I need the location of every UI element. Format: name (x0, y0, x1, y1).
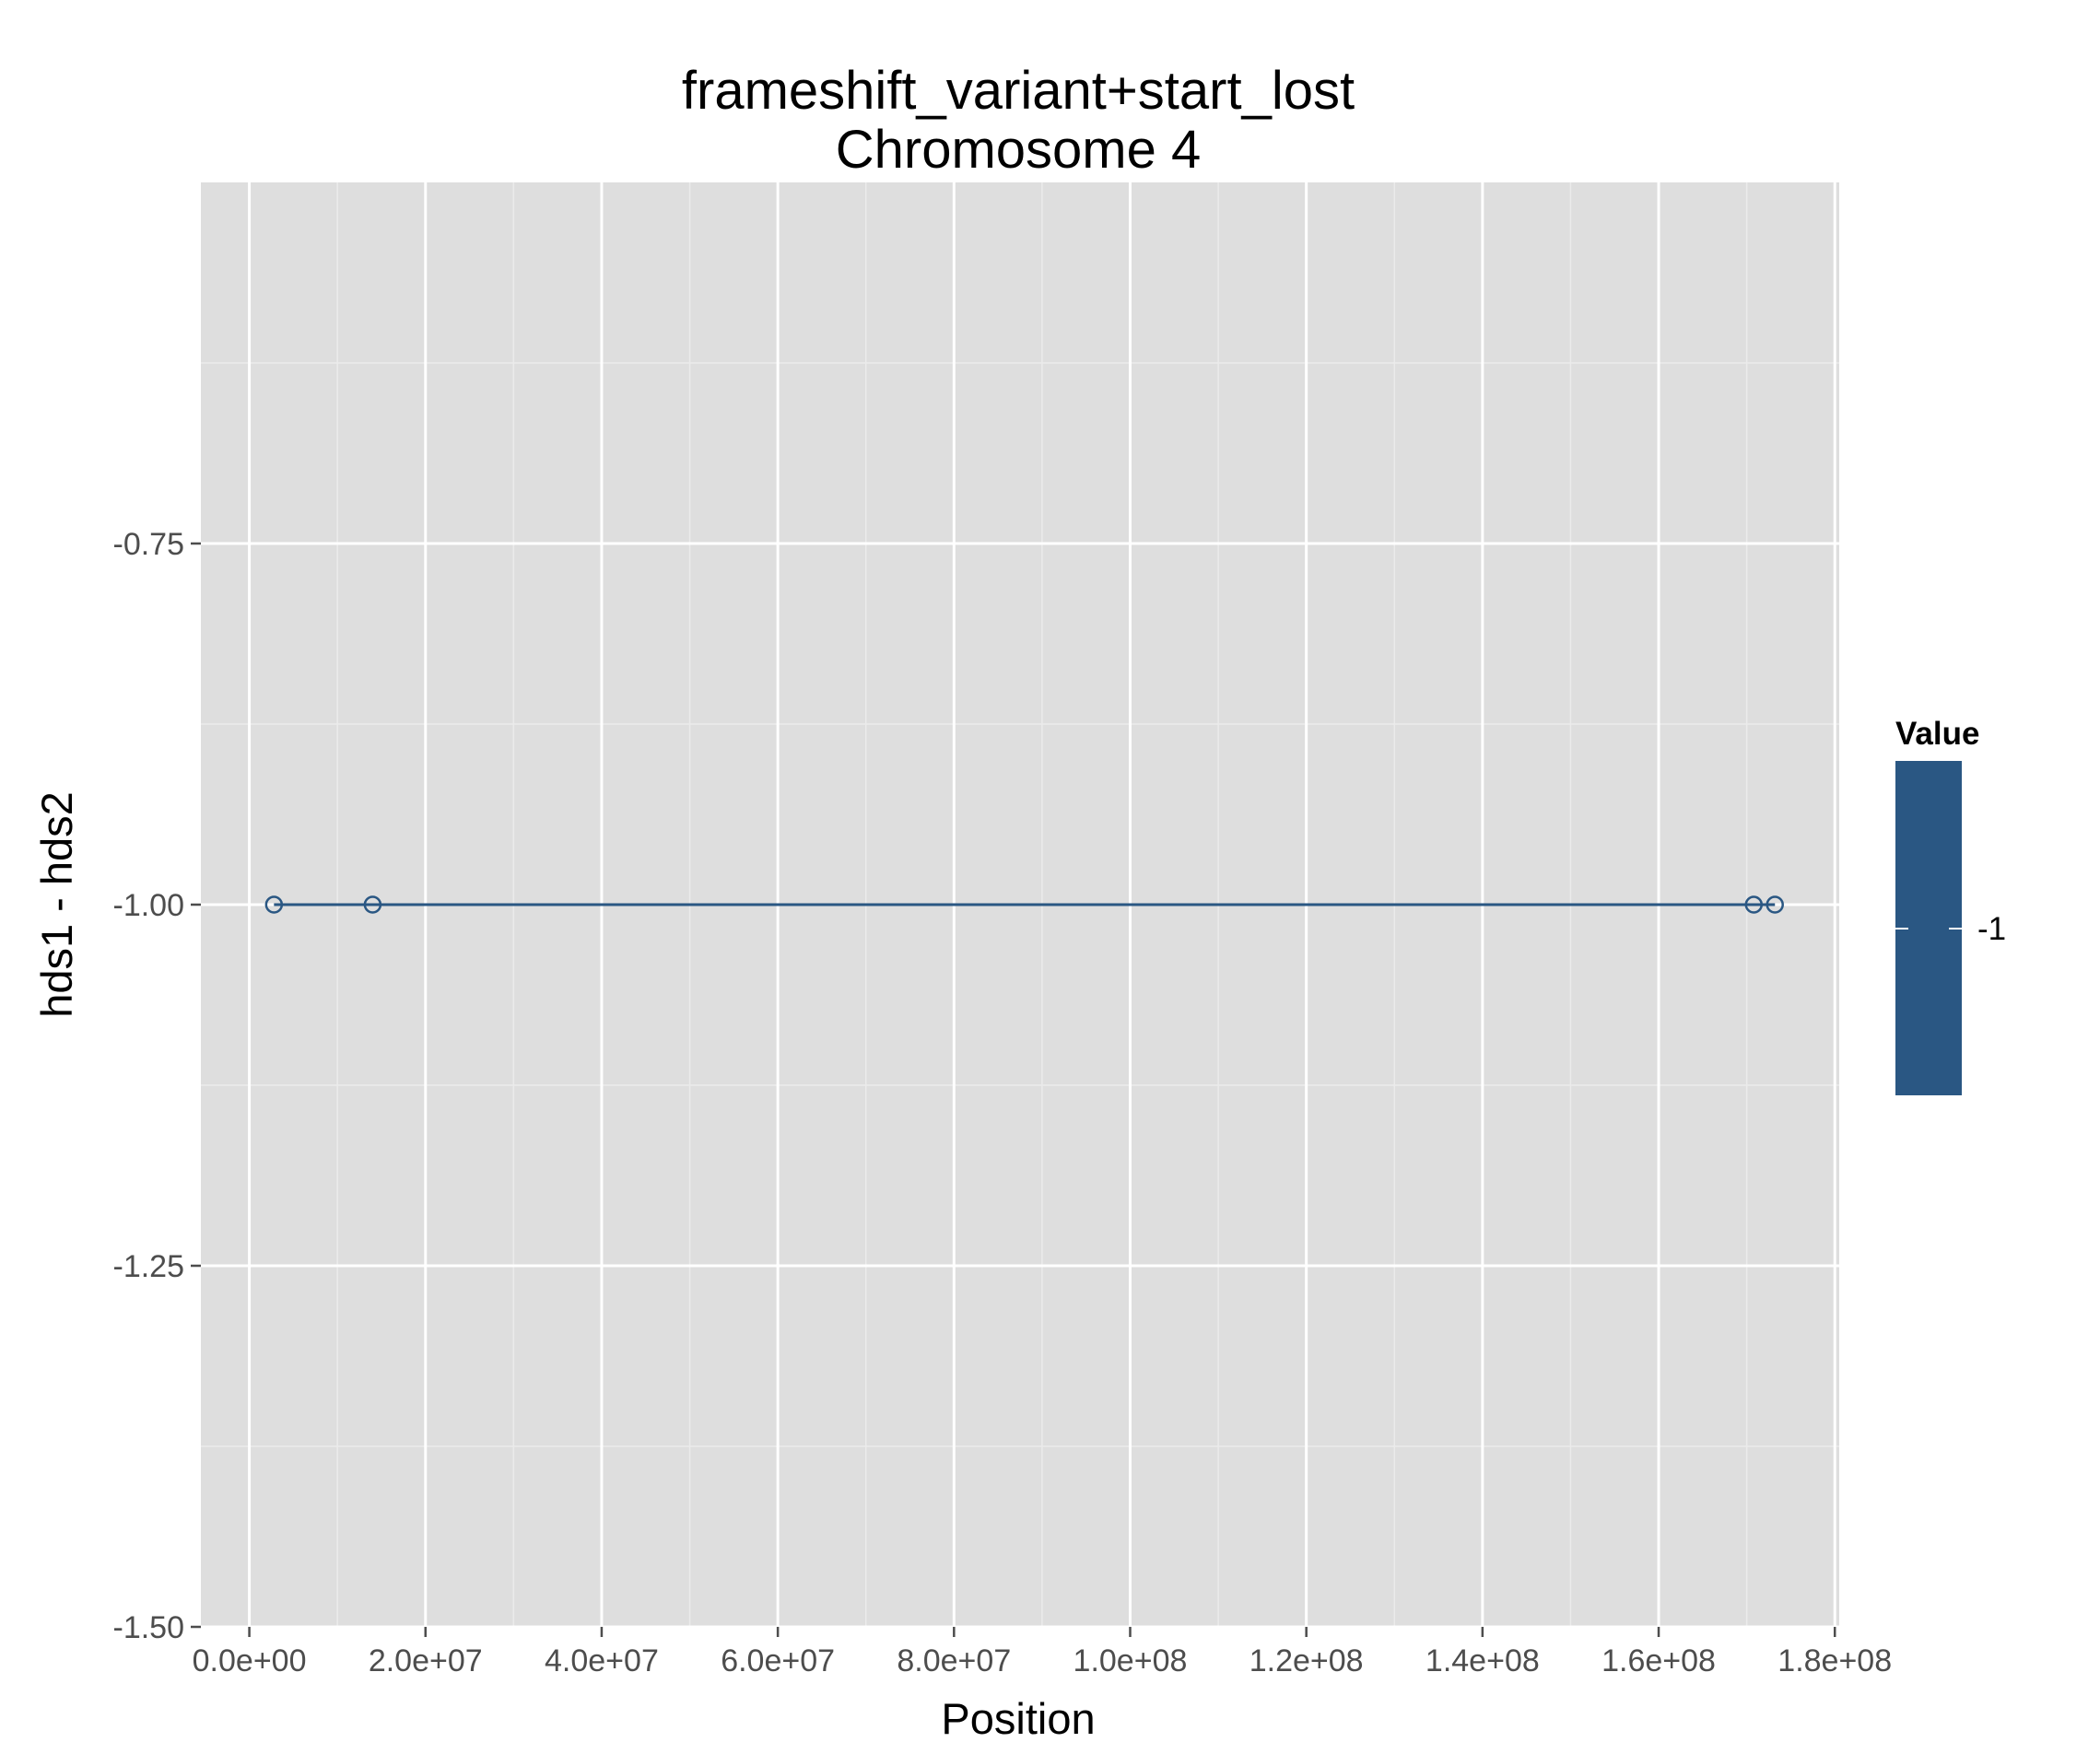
data-series (264, 895, 1784, 914)
y-tick-label: -1.25 (113, 1249, 185, 1284)
legend-title: Value (1895, 716, 1979, 752)
x-tick-label: 1.4e+08 (1425, 1643, 1540, 1678)
y-axis-title: hds1 - hds2 (32, 791, 81, 1018)
x-tick-label: 1.2e+08 (1249, 1643, 1364, 1678)
data-point (1744, 895, 1764, 914)
x-tick-label: 1.8e+08 (1777, 1643, 1892, 1678)
y-tick-label: -1.00 (113, 888, 185, 923)
x-tick-label: 0.0e+00 (193, 1643, 307, 1678)
x-tick-label: 1.0e+08 (1073, 1643, 1188, 1678)
data-point (1766, 895, 1784, 914)
legend-label: -1 (1977, 911, 2006, 947)
data-point (363, 895, 382, 914)
x-tick-label: 2.0e+07 (369, 1643, 483, 1678)
y-axis: -0.75 -1.00 -1.25 -1.50 (113, 527, 201, 1645)
data-point (264, 895, 284, 914)
y-tick-label: -1.50 (113, 1610, 185, 1645)
x-tick-label: 4.0e+07 (545, 1643, 659, 1678)
chart-title-line1: frameshift_variant+start_lost (682, 61, 1355, 121)
y-tick-label: -0.75 (113, 527, 185, 562)
x-tick-label: 1.6e+08 (1601, 1643, 1716, 1678)
legend: Value -1 (1895, 716, 2006, 1095)
x-axis-title: Position (941, 1694, 1095, 1743)
x-tick-label: 6.0e+07 (721, 1643, 835, 1678)
chart-title-line2: Chromosome 4 (836, 120, 1201, 180)
x-tick-label: 8.0e+07 (897, 1643, 1011, 1678)
x-axis: 0.0e+00 2.0e+07 4.0e+07 6.0e+07 8.0e+07 1.0e+… (193, 1627, 1892, 1678)
